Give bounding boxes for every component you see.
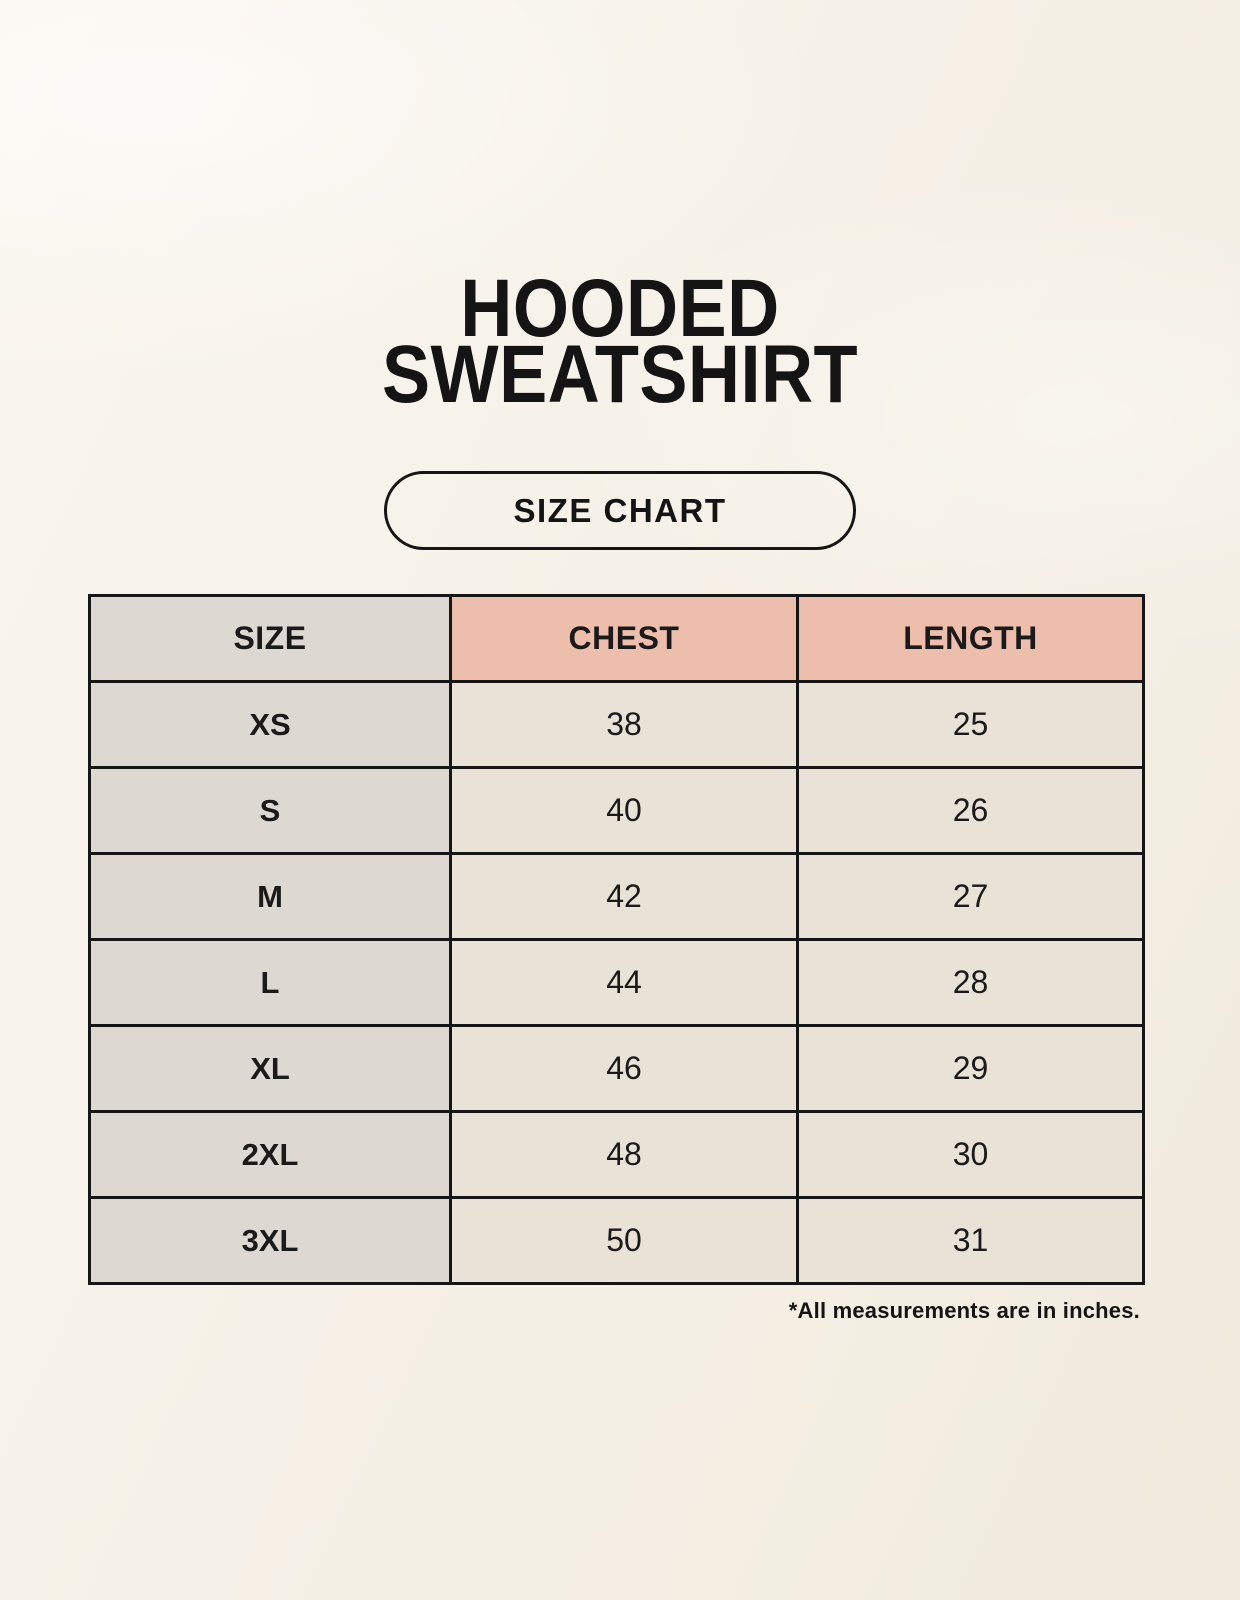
length-value-cell: 27 (796, 852, 1145, 941)
table-row: XL 46 29 (88, 1024, 1145, 1113)
table-row: 2XL 48 30 (88, 1110, 1145, 1199)
size-label-cell: M (88, 852, 452, 941)
chest-value-cell: 48 (449, 1110, 799, 1199)
chest-value-cell: 50 (449, 1196, 799, 1285)
length-value-cell: 31 (796, 1196, 1145, 1285)
table-row: M 42 27 (88, 852, 1145, 941)
table-row: XS 38 25 (88, 680, 1145, 769)
length-value-cell: 29 (796, 1024, 1145, 1113)
size-label-cell: XL (88, 1024, 452, 1113)
size-label-cell: XS (88, 680, 452, 769)
size-table-header: SIZE CHEST LENGTH (88, 594, 1145, 683)
size-table-body: XS 38 25 S 40 26 M 42 27 L 44 28 XL 46 29 2XL 48 30 3XL 50 3… (88, 680, 1145, 1285)
length-value-cell: 25 (796, 680, 1145, 769)
page-title-line2: SWEATSHIRT (381, 329, 859, 420)
length-value-cell: 30 (796, 1110, 1145, 1199)
size-table: SIZE CHEST LENGTH XS 38 25 S 40 26 M 42 27 L 44 28 X… (88, 594, 1145, 1285)
table-row: L 44 28 (88, 938, 1145, 1027)
size-label-cell: 3XL (88, 1196, 452, 1285)
length-value-cell: 26 (796, 766, 1145, 855)
chest-value-cell: 44 (449, 938, 799, 1027)
chest-value-cell: 46 (449, 1024, 799, 1113)
chest-value-cell: 42 (449, 852, 799, 941)
size-chart-button[interactable]: SIZE CHART (384, 471, 856, 550)
size-chart-button-label: SIZE CHART (513, 491, 727, 529)
table-row: S 40 26 (88, 766, 1145, 855)
size-label-cell: S (88, 766, 452, 855)
page-title-line1: HOODED (460, 263, 780, 354)
measurements-footnote: *All measurements are in inches. (788, 1298, 1140, 1323)
page-title: HOODED SWEATSHIRT (74, 0, 1165, 420)
header-row: SIZE CHEST LENGTH (88, 594, 1145, 683)
size-label-cell: 2XL (88, 1110, 452, 1199)
column-header-size: SIZE (88, 594, 452, 683)
table-row: 3XL 50 31 (88, 1196, 1145, 1285)
chest-value-cell: 40 (449, 766, 799, 855)
length-value-cell: 28 (796, 938, 1145, 1027)
size-label-cell: L (88, 938, 452, 1027)
column-header-length: LENGTH (796, 594, 1145, 683)
size-table-container: SIZE CHEST LENGTH XS 38 25 S 40 26 M 42 27 L 44 28 X… (88, 594, 1145, 1324)
column-header-chest: CHEST (449, 594, 799, 683)
chest-value-cell: 38 (449, 680, 799, 769)
